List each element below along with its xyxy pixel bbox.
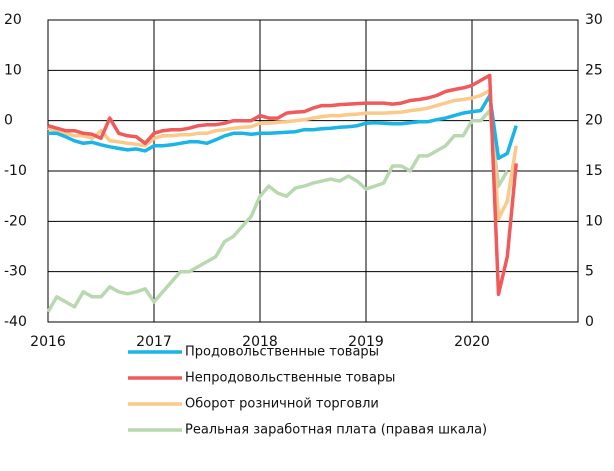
series-line bbox=[48, 93, 518, 161]
x-tick-label: 2016 bbox=[30, 334, 66, 350]
y-tick-label: -30 bbox=[4, 264, 27, 280]
x-tick-label: 2018 bbox=[242, 334, 278, 350]
y2-tick-label: 10 bbox=[585, 213, 603, 229]
y2-tick-label: 5 bbox=[585, 264, 594, 280]
y-tick-label: 10 bbox=[4, 62, 22, 78]
series-line bbox=[47, 73, 518, 297]
y-tick-label: -40 bbox=[4, 314, 27, 330]
y2-tick-label: 25 bbox=[585, 62, 603, 78]
y-tick-label: 20 bbox=[4, 12, 22, 28]
y2-tick-label: 15 bbox=[585, 163, 603, 179]
x-tick-label: 2017 bbox=[136, 334, 172, 350]
series-line bbox=[46, 108, 509, 313]
legend-label: Оборот розничной торговли bbox=[185, 397, 379, 412]
series-line bbox=[47, 88, 518, 221]
y2-tick-label: 20 bbox=[585, 113, 603, 129]
y-tick-label: -10 bbox=[4, 163, 27, 179]
y2-tick-label: 30 bbox=[585, 12, 603, 28]
legend-label: Продовольственные товары bbox=[185, 345, 379, 360]
x-tick-label: 2019 bbox=[348, 334, 384, 350]
y-tick-label: 0 bbox=[4, 113, 13, 129]
x-tick-label: 2020 bbox=[454, 334, 490, 350]
legend-label: Реальная заработная плата (правая шкала) bbox=[185, 423, 487, 438]
legend-label: Непродовольственные товары bbox=[185, 371, 395, 386]
y2-tick-label: 0 bbox=[585, 314, 594, 330]
y-tick-label: -20 bbox=[4, 213, 27, 229]
